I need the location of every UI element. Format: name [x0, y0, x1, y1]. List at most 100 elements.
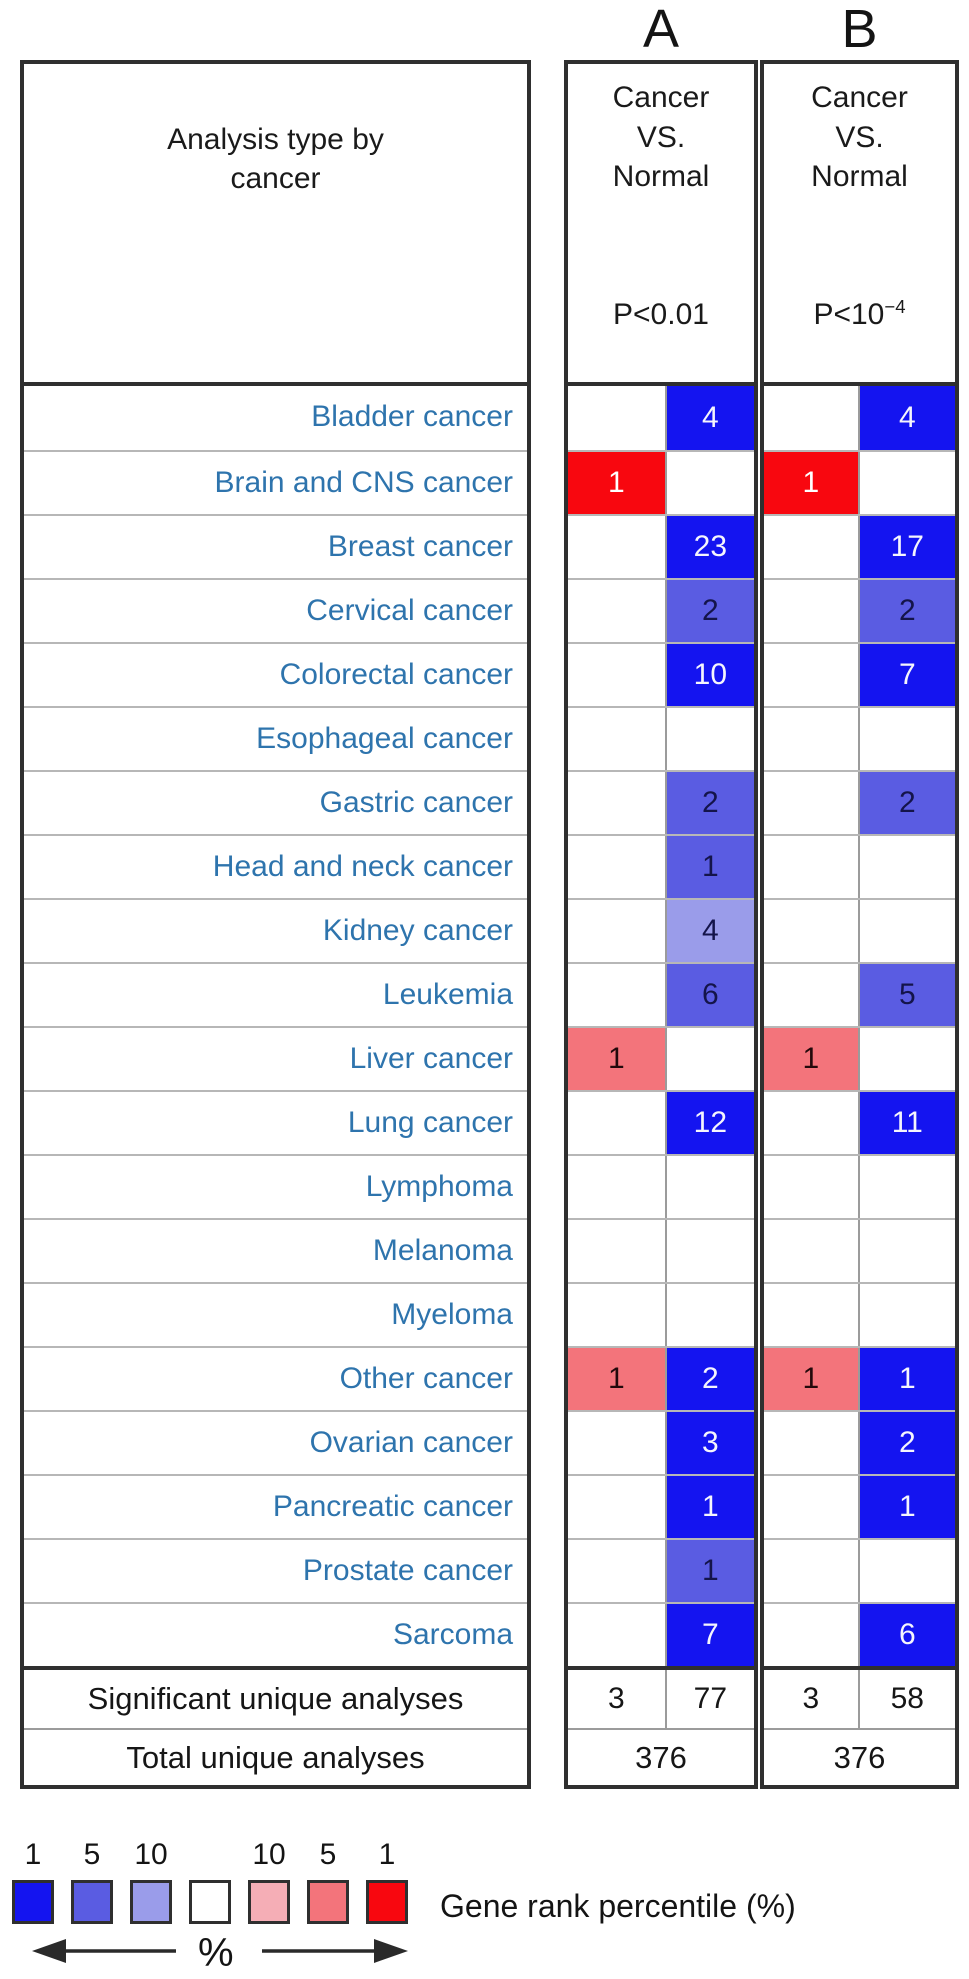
- table-row: [764, 1218, 955, 1282]
- analysis-type-panel: Analysis type by cancer Bladder cancer Br…: [20, 60, 531, 1789]
- row-label: Breast cancer: [24, 514, 527, 578]
- heat-cell: 4: [857, 386, 955, 450]
- heat-cell: [568, 772, 665, 834]
- heat-cell: [764, 772, 858, 834]
- table-row: 10: [568, 642, 754, 706]
- row-label-list: Bladder cancer Brain and CNS cancer Breast…: [24, 386, 527, 1666]
- heat-cell: 1: [664, 1476, 754, 1538]
- panel-b-total: 376: [764, 1728, 955, 1785]
- table-row: 2: [764, 578, 955, 642]
- panel-b-letter: B: [841, 0, 878, 59]
- table-row: [764, 1282, 955, 1346]
- significant-analyses-label: Significant unique analyses: [87, 1681, 464, 1716]
- table-row: 1: [568, 1026, 754, 1090]
- table-row: 6: [764, 1602, 955, 1666]
- legend-swatch-icon: [366, 1880, 408, 1924]
- table-row: 1: [568, 1474, 754, 1538]
- heat-cell: 1: [568, 1348, 665, 1410]
- heat-cell: 2: [664, 580, 754, 642]
- heat-cell: [764, 386, 858, 450]
- heat-cell: [568, 1604, 665, 1666]
- heat-cell: 4: [664, 386, 754, 450]
- heat-cell: [857, 1156, 955, 1218]
- row-label: Lymphoma: [24, 1154, 527, 1218]
- legend-label: Gene rank percentile (%): [440, 1888, 796, 1924]
- row-label: Cervical cancer: [24, 578, 527, 642]
- heat-cell: [568, 1092, 665, 1154]
- row-label: Lung cancer: [24, 1090, 527, 1154]
- table-row: 2: [568, 770, 754, 834]
- legend-swatch-icon: [307, 1880, 349, 1924]
- legend-swatch-icon: [130, 1880, 172, 1924]
- legend-swatch-icon: [248, 1880, 290, 1924]
- legend-bin-number: 5: [319, 1838, 337, 1871]
- heat-cell: 17: [857, 516, 955, 578]
- table-row: 1: [568, 834, 754, 898]
- panel-a-total: 376: [568, 1728, 754, 1785]
- table-row: 4: [568, 386, 754, 450]
- table-row: [568, 1154, 754, 1218]
- row-label: Prostate cancer: [24, 1538, 527, 1602]
- row-label: Head and neck cancer: [24, 834, 527, 898]
- table-row: 5: [764, 962, 955, 1026]
- right-arrow-head-icon: [374, 1939, 408, 1963]
- table-row: [764, 706, 955, 770]
- panel-b-pvalue-text: P<10: [813, 298, 885, 331]
- significant-analyses-label-row: Significant unique analyses: [24, 1666, 527, 1728]
- heat-cell: 12: [664, 1092, 754, 1154]
- panel-a-pvalue-text: P<0.01: [613, 298, 709, 331]
- table-row: 7: [764, 642, 955, 706]
- heat-cell: [664, 1028, 754, 1090]
- heat-cell: 2: [664, 772, 754, 834]
- percent-label: %: [198, 1931, 234, 1974]
- heat-cell: [857, 452, 955, 514]
- heat-cell: 10: [664, 644, 754, 706]
- row-label: Esophageal cancer: [24, 706, 527, 770]
- total-analyses-label-row: Total unique analyses: [24, 1728, 527, 1785]
- heat-cell: [568, 708, 665, 770]
- heat-cell: [568, 1412, 665, 1474]
- row-label: Other cancer: [24, 1346, 527, 1410]
- heat-cell: [568, 1284, 665, 1346]
- panel-a-significant-row: 3 77: [568, 1666, 754, 1728]
- heat-cell: 2: [857, 772, 955, 834]
- table-row: [764, 898, 955, 962]
- heat-cell: [764, 580, 858, 642]
- heat-cell: [568, 386, 665, 450]
- panel-a-letter: A: [642, 0, 680, 59]
- heat-cell: [857, 1220, 955, 1282]
- heat-cell: 23: [664, 516, 754, 578]
- heat-cell: [568, 1156, 665, 1218]
- analysis-type-header: Analysis type by cancer: [24, 64, 527, 386]
- table-row: [764, 1538, 955, 1602]
- legend-bin-number: [189, 1838, 231, 1872]
- heat-cell: 7: [664, 1604, 754, 1666]
- heat-cell: 6: [857, 1604, 955, 1666]
- panel-a-header: Cancer VS. Normal P<0.01: [568, 64, 754, 386]
- panel-b-significant-down: 3: [802, 1682, 820, 1715]
- heat-cell: [857, 1540, 955, 1602]
- heat-cell: 11: [857, 1092, 955, 1154]
- heat-cell: [764, 964, 858, 1026]
- table-row: 4: [568, 898, 754, 962]
- heat-cell: 1: [857, 1476, 955, 1538]
- panel-b-pvalue-exponent: −4: [884, 296, 906, 317]
- heat-cell: [764, 1220, 858, 1282]
- table-row: 2: [568, 578, 754, 642]
- table-row: [568, 1282, 754, 1346]
- table-row: 17: [764, 514, 955, 578]
- heat-cell: [764, 1284, 858, 1346]
- legend-percentile-numbers: 1 5 10 10 5 1: [12, 1838, 408, 1872]
- heat-cell: 4: [664, 900, 754, 962]
- legend-swatch-icon: [71, 1880, 113, 1924]
- panel-b-significant-up: 58: [857, 1670, 955, 1728]
- heat-cell: [764, 1156, 858, 1218]
- legend: 1 5 10 10 5 1 Gene rank percentile (%) %: [12, 1836, 957, 1979]
- table-row: 1: [764, 1026, 955, 1090]
- table-row: 2: [764, 770, 955, 834]
- legend-bin-number: 1: [24, 1838, 42, 1871]
- table-row: 11: [764, 1090, 955, 1154]
- heat-cell: [764, 644, 858, 706]
- row-label: Gastric cancer: [24, 770, 527, 834]
